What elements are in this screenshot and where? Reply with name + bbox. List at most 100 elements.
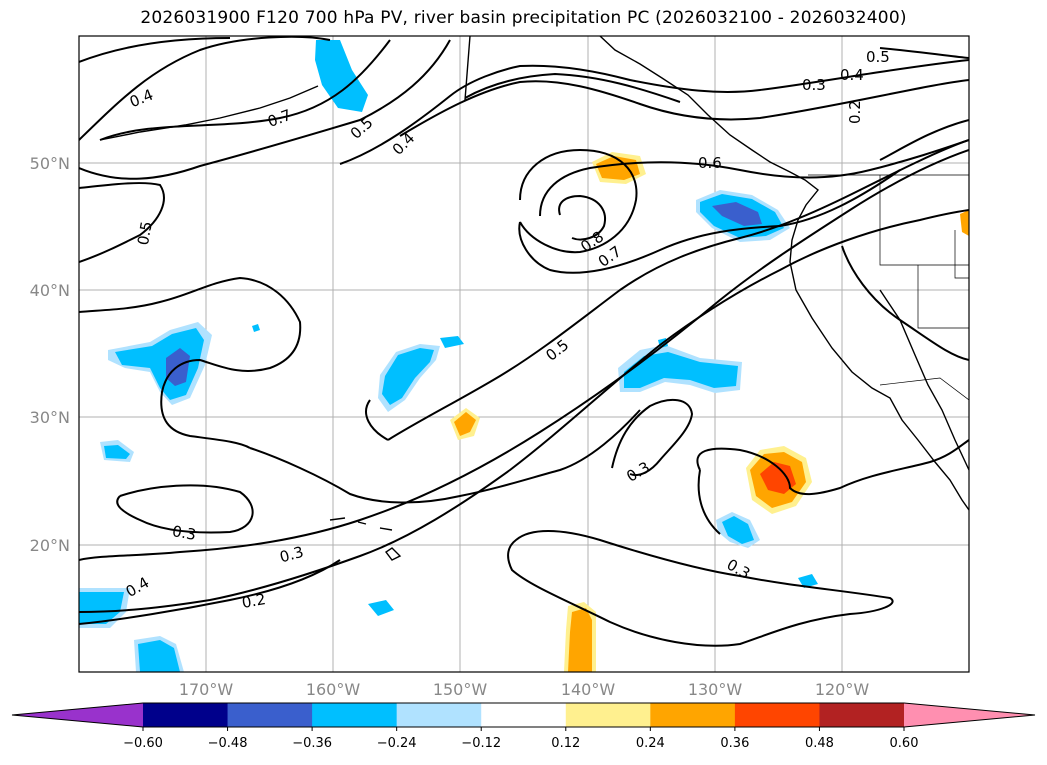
contour-label: 0.3 xyxy=(802,76,826,94)
coastline-hawaii xyxy=(329,517,402,561)
border-mexico xyxy=(879,377,969,401)
contour-0.3-loop-south xyxy=(507,530,894,647)
lon-label: 120°W xyxy=(815,680,870,699)
colorbar-segment xyxy=(143,703,229,727)
contour-0.6 xyxy=(539,139,969,217)
colorbar-tick-label: 0.60 xyxy=(890,736,919,751)
neg-anomaly-tiny xyxy=(252,324,260,332)
contour-0.3-loop-east xyxy=(611,398,694,476)
contour-0.7-b xyxy=(518,169,901,274)
colorbar-extend-high xyxy=(904,703,1035,727)
lat-label: 30°N xyxy=(30,408,70,427)
lon-axis: 170°W 160°W 150°W 140°W 130°W 120°W xyxy=(179,680,870,699)
contour-label: 0.5 xyxy=(866,48,890,66)
pos-anomaly-edge xyxy=(960,210,969,236)
contour-0.4-sw xyxy=(79,559,341,625)
lon-label: 140°W xyxy=(561,680,616,699)
colorbar-segment xyxy=(819,703,905,727)
neg-anomaly-south xyxy=(722,516,754,544)
colorbar-tick-label: 0.24 xyxy=(636,736,665,751)
border-states xyxy=(879,175,969,266)
colorbar-tick-label: −0.24 xyxy=(377,736,417,751)
contour-label: 0.2 xyxy=(240,590,267,612)
neg-anomaly-alaska xyxy=(315,40,368,112)
map-panel: 0.4 0.7 0.5 0.4 0.5 0.4 0.3 0.2 0.6 0.5 … xyxy=(78,35,970,673)
contour-0.3-main xyxy=(79,149,969,561)
colorbar-ticks: −0.60 −0.48 −0.36 −0.24 −0.12 0.12 0.24 0.36 0.4… xyxy=(123,727,918,751)
colorbar-segment xyxy=(734,703,820,727)
contour-label: 0.3 xyxy=(171,522,198,544)
neg-anomaly-mid xyxy=(382,348,434,405)
colorbar xyxy=(11,702,1036,728)
contour-label: 0.6 xyxy=(698,154,722,172)
neg-anomaly-mid-small xyxy=(440,336,464,348)
contour-0.5-north xyxy=(399,79,969,137)
lon-label: 170°W xyxy=(179,680,234,699)
contour-0.7-a xyxy=(79,36,331,141)
colorbar-tick-label: −0.12 xyxy=(461,736,501,751)
contour-0.4-b xyxy=(79,39,451,180)
colorbar-tick-label: −0.36 xyxy=(292,736,332,751)
lat-label: 50°N xyxy=(30,154,70,173)
neg-anomaly-bottom xyxy=(138,640,180,672)
border-east xyxy=(954,230,969,279)
neg-anomaly-south-small xyxy=(798,574,818,588)
pos-anomaly-north xyxy=(596,156,640,180)
colorbar-segment xyxy=(565,703,651,727)
border-states-2 xyxy=(917,265,969,329)
contour-0.4-nw xyxy=(79,37,231,63)
neg-anomaly-hawaii-west xyxy=(104,445,130,459)
contour-0.3-mid xyxy=(249,409,641,504)
contour-0.2-east xyxy=(841,245,969,361)
neg-anomaly-east xyxy=(624,352,738,388)
contour-0.3-loop-west xyxy=(79,276,302,449)
lat-axis: 50°N 40°N 30°N 20°N xyxy=(30,154,70,555)
map-background xyxy=(79,36,969,672)
colorbar-tick-label: −0.60 xyxy=(123,736,163,751)
contour-0.4-ne xyxy=(879,119,969,161)
contour-0.7-loop xyxy=(519,148,638,254)
contour-label: 0.5 xyxy=(134,220,156,247)
lat-label: 20°N xyxy=(30,536,70,555)
colorbar-segment xyxy=(312,703,398,727)
contour-label: 0.2 xyxy=(846,100,864,124)
contour-0.5-west xyxy=(79,182,165,263)
contour-0.3-southeast-b xyxy=(697,469,721,535)
contour-0.5-a xyxy=(99,39,391,141)
colorbar-segment xyxy=(650,703,736,727)
pv-contours xyxy=(79,36,969,647)
pos-anomaly-bottom xyxy=(568,608,592,672)
neg-anomaly-bottom-left xyxy=(79,592,124,624)
coastline-north-america xyxy=(599,36,969,511)
pos-anomaly-mid xyxy=(454,412,476,436)
lon-label: 130°W xyxy=(688,680,743,699)
lon-label: 150°W xyxy=(433,680,488,699)
contour-0.5-tip xyxy=(365,399,389,441)
contour-0.8-loop xyxy=(558,194,606,241)
map-frame xyxy=(78,35,970,673)
contour-label: 0.3 xyxy=(278,543,306,567)
lat-label: 40°N xyxy=(30,281,70,300)
contour-0.3-loop-sw xyxy=(116,484,254,534)
contour-0.3-southeast xyxy=(696,439,969,495)
colorbar-tick-label: 0.48 xyxy=(805,736,834,751)
colorbar-segment xyxy=(227,703,313,727)
colorbar-segment xyxy=(481,703,567,727)
precip-shading xyxy=(79,40,969,672)
contour-0.4-north xyxy=(339,59,969,165)
colorbar-extend-low xyxy=(12,703,143,727)
contour-label: 0.4 xyxy=(840,66,864,84)
colorbar-tick-label: 0.36 xyxy=(720,736,749,751)
contour-0.5-ne xyxy=(879,47,969,59)
neg-anomaly-hawaii-south xyxy=(368,600,394,616)
contour-0.2-main xyxy=(79,209,969,613)
colorbar-tick-label: −0.48 xyxy=(208,736,248,751)
map-title: 2026031900 F120 700 hPa PV, river basin … xyxy=(140,8,907,28)
contour-0.5-center xyxy=(387,139,969,441)
contour-0.3-arc xyxy=(464,72,681,103)
lon-label: 160°W xyxy=(306,680,361,699)
coastline-aleutians xyxy=(99,85,319,141)
colorbar-segment xyxy=(396,703,482,727)
coastline-kenai xyxy=(464,36,471,101)
